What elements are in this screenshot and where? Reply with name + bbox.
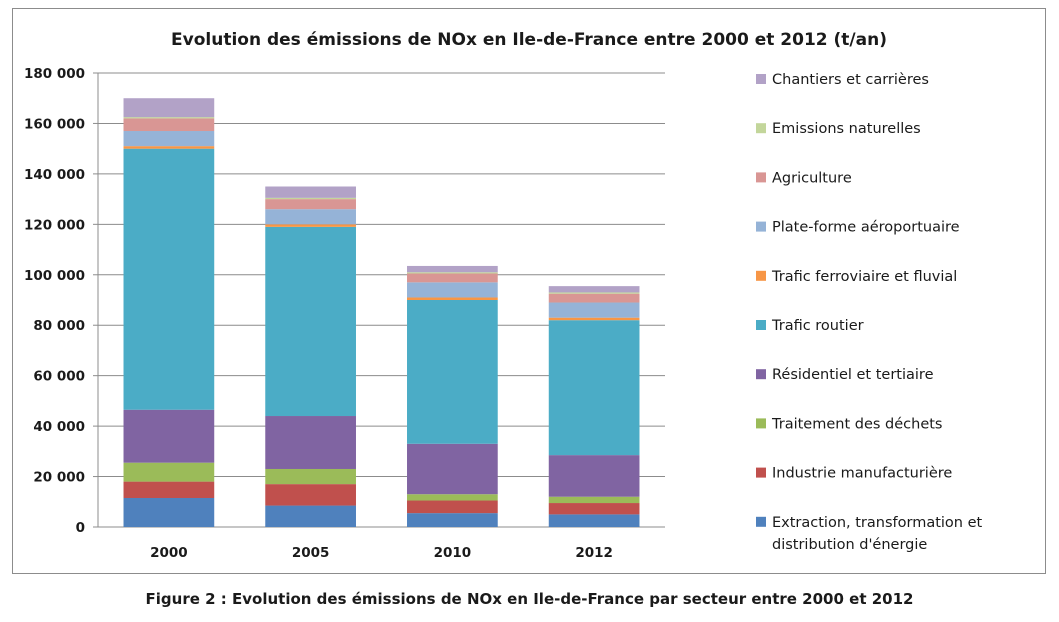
y-axis-ticks: 0 20 000 40 000 60 000 80 000 100 000 120 000 1…: [24, 66, 85, 536]
legend-swatch: [756, 221, 766, 232]
legend-swatch: [756, 418, 766, 429]
bar-segment: [123, 497, 215, 527]
bar-segment: [265, 199, 356, 210]
bar-segment: [123, 146, 215, 149]
y-tick-label: 80 000: [33, 318, 85, 334]
legend-swatch: [756, 467, 766, 478]
bar-segment: [123, 117, 215, 119]
legend-label: Plate-forme aéroportuaire: [772, 220, 960, 236]
bar-segment: [265, 209, 356, 225]
bar-segment: [407, 513, 498, 527]
legend-label: Chantiers et carrières: [772, 72, 929, 88]
figure-caption: Figure 2 : Evolution des émissions de NO…: [145, 590, 914, 608]
bar-segment: [407, 272, 498, 274]
x-axis-ticks: 2000 2005 2010 2012: [150, 545, 613, 561]
legend-label: Extraction, transformation et distributio…: [772, 515, 983, 553]
bars-layer: [123, 98, 640, 527]
bar-segment: [265, 197, 356, 200]
y-tick-label: 100 000: [24, 268, 85, 284]
bar-segment: [123, 409, 215, 463]
bar-segment: [407, 500, 498, 514]
legend-label: Trafic routier: [771, 318, 864, 334]
x-tick-label: 2000: [150, 545, 188, 561]
bar-segment: [123, 462, 215, 482]
legend-label: Trafic ferroviaire et fluvial: [771, 269, 957, 285]
legend-swatch: [756, 123, 766, 134]
x-tick-label: 2010: [434, 545, 472, 561]
bar-segment: [407, 273, 498, 283]
bar-segment: [407, 265, 498, 273]
bar-segment: [265, 186, 356, 198]
legend: Chantiers et carrières Emissions naturell…: [756, 72, 983, 553]
bar-segment: [265, 416, 356, 469]
bar-segment: [407, 300, 498, 444]
bar-segment: [407, 282, 498, 298]
legend-label: Résidentiel et tertiaire: [772, 367, 934, 383]
bar-segment: [548, 293, 640, 303]
legend-swatch: [756, 369, 766, 380]
chart-title: Evolution des émissions de NOx en Ile-de…: [171, 30, 887, 50]
y-tick-label: 180 000: [24, 66, 85, 82]
y-tick-label: 60 000: [33, 369, 85, 385]
legend-label-line: distribution d'énergie: [772, 537, 927, 553]
bar-segment: [123, 98, 215, 118]
bar-segment: [123, 148, 215, 410]
bar-segment: [265, 226, 356, 417]
x-tick-label: 2005: [292, 545, 330, 561]
legend-label-line: Extraction, transformation et: [772, 515, 983, 531]
y-tick-label: 120 000: [24, 217, 85, 233]
bar-segment: [123, 118, 215, 132]
bar-segment: [265, 505, 356, 527]
bar-segment: [407, 443, 498, 495]
legend-swatch: [756, 74, 766, 84]
bar-segment: [548, 286, 640, 293]
y-tick-label: 160 000: [24, 116, 85, 132]
bar-segment: [265, 224, 356, 227]
chart-frame: Evolution des émissions de NOx en Ile-de…: [12, 8, 1046, 574]
bar-segment: [265, 484, 356, 506]
bar-segment: [548, 503, 640, 515]
legend-label: Agriculture: [772, 170, 852, 186]
legend-swatch: [756, 172, 766, 183]
bar-segment: [548, 320, 640, 456]
bar-segment: [548, 455, 640, 497]
legend-swatch: [756, 270, 766, 281]
bar-segment: [548, 317, 640, 321]
bar-segment: [548, 292, 640, 294]
legend-label: Emissions naturelles: [772, 121, 921, 137]
bar-segment: [548, 496, 640, 504]
x-tick-label: 2012: [575, 545, 613, 561]
legend-label: Industrie manufacturière: [772, 466, 952, 482]
bar-segment: [123, 131, 215, 147]
legend-swatch: [756, 320, 766, 330]
chart-svg: Evolution des émissions de NOx en Ile-de…: [24, 30, 983, 561]
bar-segment: [123, 481, 215, 498]
bar-segment: [407, 297, 498, 300]
y-tick-label: 20 000: [33, 470, 85, 486]
bar-segment: [265, 468, 356, 485]
y-tick-label: 40 000: [33, 419, 85, 435]
bar-segment: [548, 302, 640, 318]
y-tick-label: 140 000: [24, 167, 85, 183]
legend-label: Traitement des déchets: [771, 416, 942, 432]
bar-segment: [548, 514, 640, 527]
bar-segment: [407, 494, 498, 501]
legend-swatch: [756, 516, 766, 527]
y-tick-label: 0: [76, 520, 85, 536]
